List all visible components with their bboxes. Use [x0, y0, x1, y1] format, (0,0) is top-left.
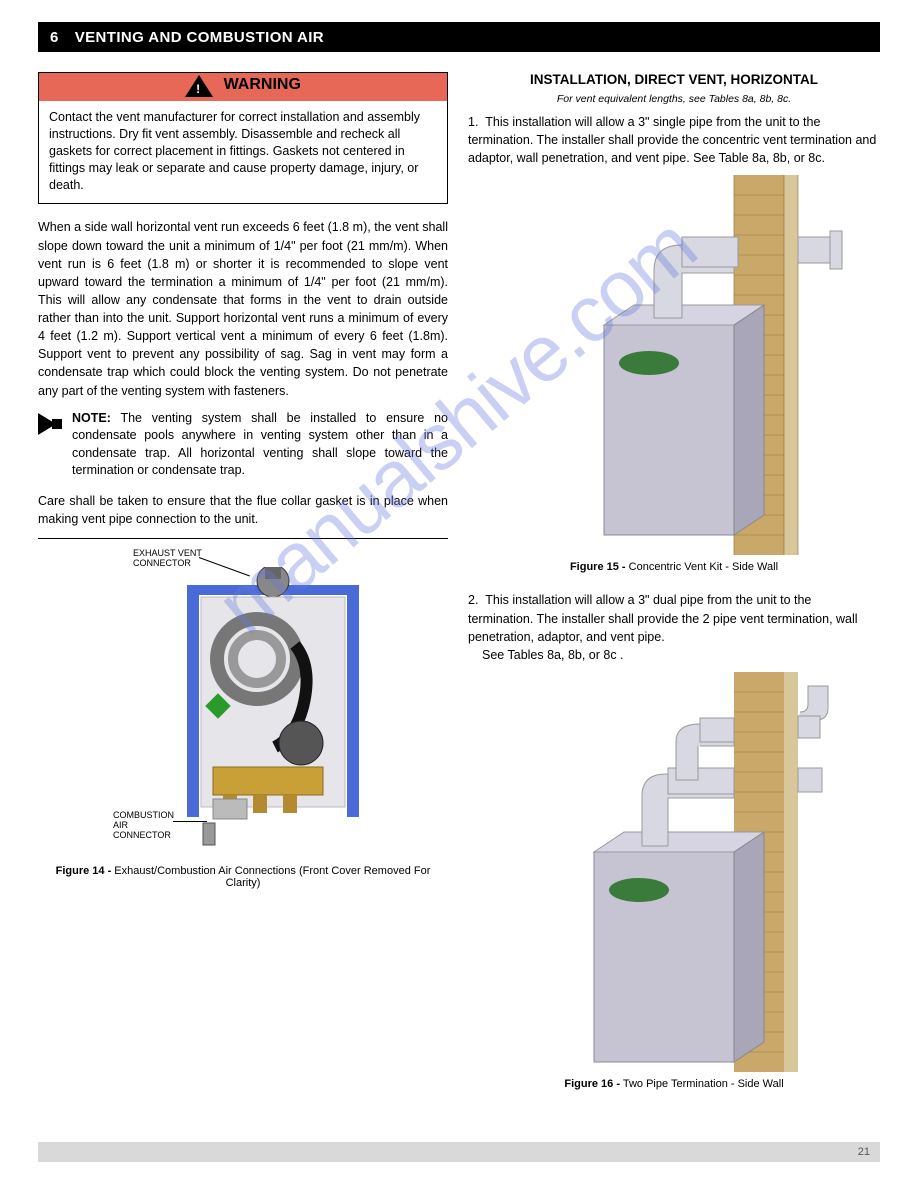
right-subnote: For vent equivalent lengths, see Tables …: [468, 93, 880, 105]
warning-box: WARNING Contact the vent manufacturer fo…: [38, 72, 448, 204]
right-item-1: 1. This installation will allow a 3" sin…: [468, 113, 880, 167]
page-number: 21: [858, 1146, 870, 1158]
fig15-caption-rest: Concentric Vent Kit - Side Wall: [629, 561, 778, 573]
item-2-text-a: This installation will allow a 3" dual p…: [468, 593, 858, 643]
fig16-caption-bold: Figure 16 -: [564, 1078, 620, 1090]
left-paragraph-1: When a side wall horizontal vent run exc…: [38, 218, 448, 399]
left-column: WARNING Contact the vent manufacturer fo…: [38, 72, 448, 1108]
item-1-text: This installation will allow a 3" single…: [468, 115, 876, 165]
fig14-caption-bold: Figure 14 -: [56, 865, 112, 877]
left-body-text: When a side wall horizontal vent run exc…: [38, 218, 448, 399]
fig14-label-top: EXHAUST VENT CONNECTOR: [133, 549, 203, 569]
section-number: 6: [50, 29, 59, 46]
concentric-vent-svg: [504, 175, 844, 555]
note-body: NOTE: The venting system shall be instal…: [72, 410, 448, 480]
fig16-caption-rest: Two Pipe Termination - Side Wall: [623, 1078, 784, 1090]
note-block: NOTE: The venting system shall be instal…: [38, 410, 448, 480]
section-title-bar: 6 VENTING AND COMBUSTION AIR: [38, 22, 880, 52]
section-title: VENTING AND COMBUSTION AIR: [75, 29, 324, 46]
warning-triangle-icon: [185, 75, 213, 97]
warning-label: WARNING: [224, 76, 301, 93]
fig14-label-bottom: COMBUSTION AIR CONNECTOR: [113, 811, 183, 841]
fig16-caption: Figure 16 - Two Pipe Termination - Side …: [468, 1078, 880, 1090]
warning-body: Contact the vent manufacturer for correc…: [39, 101, 447, 203]
left-body-text-2: Care shall be taken to ensure that the f…: [38, 492, 448, 528]
note-arrow-icon: [38, 413, 66, 435]
figure-15: Figure 15 - Concentric Vent Kit - Side W…: [468, 175, 880, 573]
figure-16: Figure 16 - Two Pipe Termination - Side …: [468, 672, 880, 1090]
left-paragraph-2: Care shall be taken to ensure that the f…: [38, 492, 448, 528]
fig14-caption-rest: Exhaust/Combustion Air Connections (Fron…: [114, 865, 430, 889]
fig14-caption: Figure 14 - Exhaust/Combustion Air Conne…: [38, 865, 448, 889]
item-2-text-b: See Tables 8a, 8b, or 8c .: [482, 648, 624, 662]
right-heading: INSTALLATION, DIRECT VENT, HORIZONTAL: [468, 72, 880, 87]
item-1-number: 1.: [468, 113, 482, 131]
figure-14: EXHAUST VENT CONNECTOR COMBUSTION AIR CO…: [113, 549, 373, 859]
fig15-caption-bold: Figure 15 -: [570, 561, 626, 573]
right-column: INSTALLATION, DIRECT VENT, HORIZONTAL Fo…: [468, 72, 880, 1108]
footer-bar: 21: [38, 1142, 880, 1162]
boiler-internal-svg: [183, 567, 363, 847]
note-label: NOTE:: [72, 411, 111, 425]
divider-line: [38, 538, 448, 539]
two-pipe-vent-svg: [504, 672, 844, 1072]
note-text: The venting system shall be installed to…: [72, 411, 448, 478]
warning-header: WARNING: [39, 73, 447, 101]
fig15-caption: Figure 15 - Concentric Vent Kit - Side W…: [468, 561, 880, 573]
right-item-2: 2. This installation will allow a 3" dua…: [468, 591, 880, 664]
item-2-number: 2.: [468, 591, 482, 609]
